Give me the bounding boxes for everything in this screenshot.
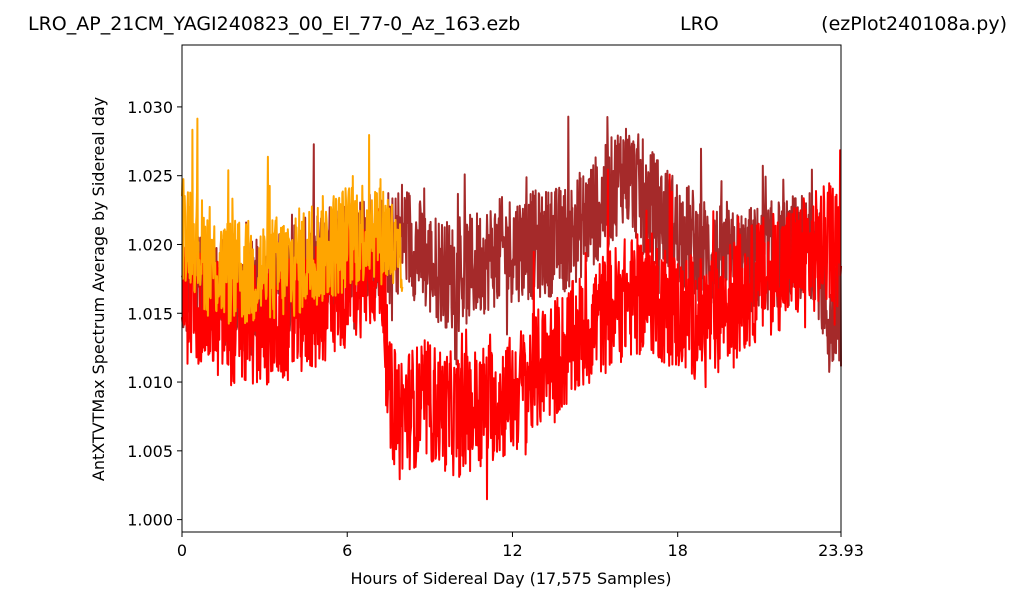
y-tick-label: 1.005 bbox=[127, 442, 173, 461]
x-axis-label: Hours of Sidereal Day (17,575 Samples) bbox=[350, 569, 671, 588]
series-line-2 bbox=[181, 149, 842, 501]
y-axis-ticks: 1.000 1.005 1.010 1.015 1.020 1.025 1.030 bbox=[127, 98, 182, 530]
y-tick-label: 1.025 bbox=[127, 167, 173, 186]
x-tick-label: 6 bbox=[342, 541, 352, 560]
x-axis-ticks: 0 6 12 18 23.93 bbox=[177, 532, 864, 560]
x-tick-label: 23.93 bbox=[818, 541, 864, 560]
y-tick-label: 1.000 bbox=[127, 511, 173, 530]
y-tick-label: 1.010 bbox=[127, 373, 173, 392]
chart-title-right: (ezPlot240108a.py) bbox=[821, 13, 1007, 35]
y-tick-label: 1.015 bbox=[127, 304, 173, 323]
series-layer bbox=[181, 115, 842, 501]
y-tick-label: 1.020 bbox=[127, 235, 173, 254]
y-axis-label: AntXTVTMax Spectrum Average by Sidereal … bbox=[89, 97, 108, 481]
series-line-3 bbox=[181, 117, 404, 325]
x-tick-label: 18 bbox=[668, 541, 688, 560]
y-tick-label: 1.030 bbox=[127, 98, 173, 117]
chart-title-left: LRO_AP_21CM_YAGI240823_00_El_77-0_Az_163… bbox=[28, 13, 520, 35]
chart-title-center: LRO bbox=[680, 13, 719, 35]
x-tick-label: 12 bbox=[502, 541, 522, 560]
plot-area-frame bbox=[181, 44, 842, 533]
x-tick-label: 0 bbox=[177, 541, 187, 560]
